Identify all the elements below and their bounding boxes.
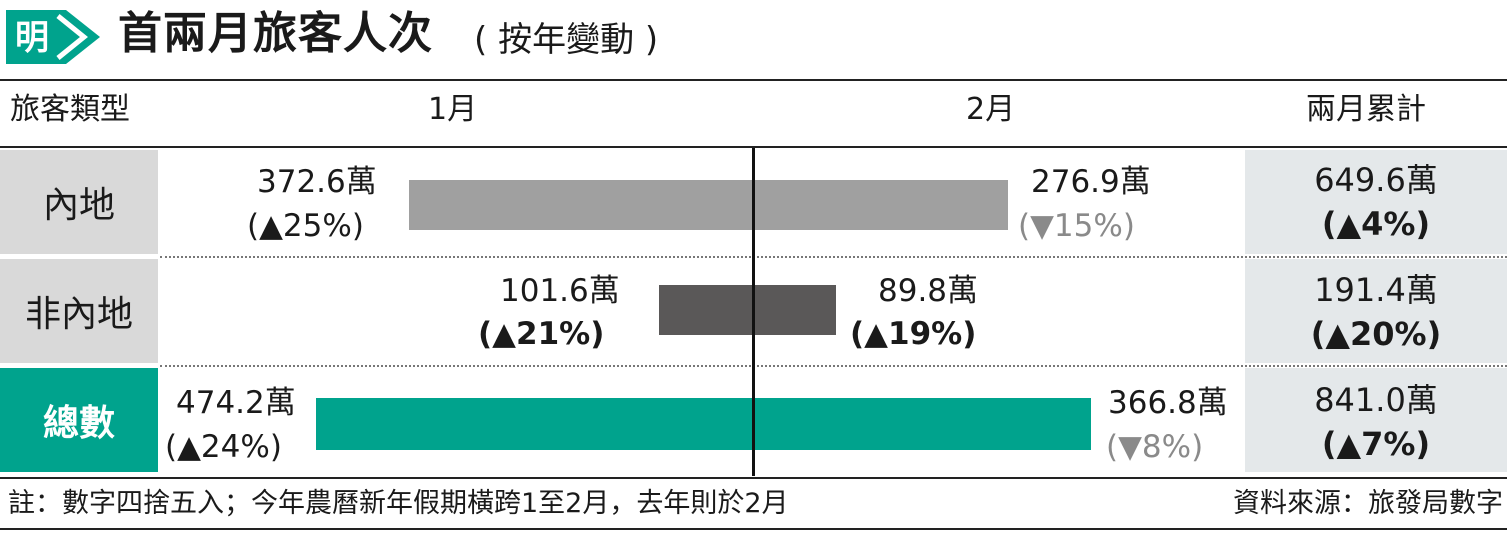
data-label-total-feb: 366.8萬 <box>1108 385 1228 421</box>
change-label-total-feb: (▼8%) <box>1106 429 1204 465</box>
column-header-feb: 2月 <box>966 92 1016 127</box>
table-bottom-divider <box>0 477 1507 479</box>
cumulative-cell-mainland <box>1245 150 1507 254</box>
logo-character: 明 <box>15 18 49 58</box>
center-axis <box>752 148 755 476</box>
footer-divider <box>0 528 1507 530</box>
cumulative-change-total: (▲7%) <box>1321 425 1431 463</box>
row-separator <box>160 365 1507 367</box>
cumulative-value-total: 841.0萬 <box>1314 381 1438 419</box>
change-label-mainland-feb: (▼15%) <box>1018 208 1135 244</box>
bar-non-mainland-jan <box>659 285 753 335</box>
cumulative-change-mainland: (▲4%) <box>1321 205 1431 243</box>
column-header-jan: 1月 <box>428 92 478 127</box>
column-header-total: 兩月累計 <box>1306 92 1426 127</box>
data-label-non-mainland-feb: 89.8萬 <box>878 273 979 309</box>
footnote: 註：數字四捨五入；今年農曆新年假期橫跨1至2月，去年則於2月 <box>8 488 789 519</box>
table-top-divider <box>0 146 1507 148</box>
cumulative-value-mainland: 649.6萬 <box>1314 161 1438 199</box>
header-divider <box>0 79 1507 81</box>
data-label-non-mainland-jan: 101.6萬 <box>500 273 620 309</box>
data-label-total-jan: 474.2萬 <box>176 385 296 421</box>
cumulative-change-non-mainland: (▲20%) <box>1310 315 1442 353</box>
change-label-non-mainland-jan: (▲21%) <box>478 316 605 352</box>
bar-total-feb <box>753 398 1092 450</box>
change-label-non-mainland-feb: (▲19%) <box>850 316 977 352</box>
ming-pao-logo: 明 <box>6 10 100 64</box>
source-note: 資料來源：旅發局數字 <box>1233 488 1503 519</box>
change-label-total-jan: (▲24%) <box>165 429 282 465</box>
data-label-mainland-jan: 372.6萬 <box>257 164 377 200</box>
row-separator <box>160 256 1507 258</box>
bar-total-jan <box>315 398 753 450</box>
change-label-mainland-jan: (▲25%) <box>247 208 364 244</box>
chart-subtitle: ( 按年變動 ) <box>474 20 659 60</box>
column-header-type: 旅客類型 <box>10 92 130 127</box>
chart-title: 首兩月旅客人次 <box>118 8 433 59</box>
bar-mainland-jan <box>409 180 753 230</box>
bar-non-mainland-feb <box>753 285 836 335</box>
cumulative-value-non-mainland: 191.4萬 <box>1314 271 1438 309</box>
row-label-non-mainland: 非內地 <box>0 259 158 363</box>
row-label-total: 總數 <box>0 368 158 472</box>
data-label-mainland-feb: 276.9萬 <box>1031 164 1151 200</box>
bar-mainland-feb <box>753 180 1009 230</box>
cumulative-cell-total <box>1245 368 1507 472</box>
row-label-mainland: 內地 <box>0 150 158 254</box>
cumulative-cell-non-mainland <box>1245 259 1507 363</box>
